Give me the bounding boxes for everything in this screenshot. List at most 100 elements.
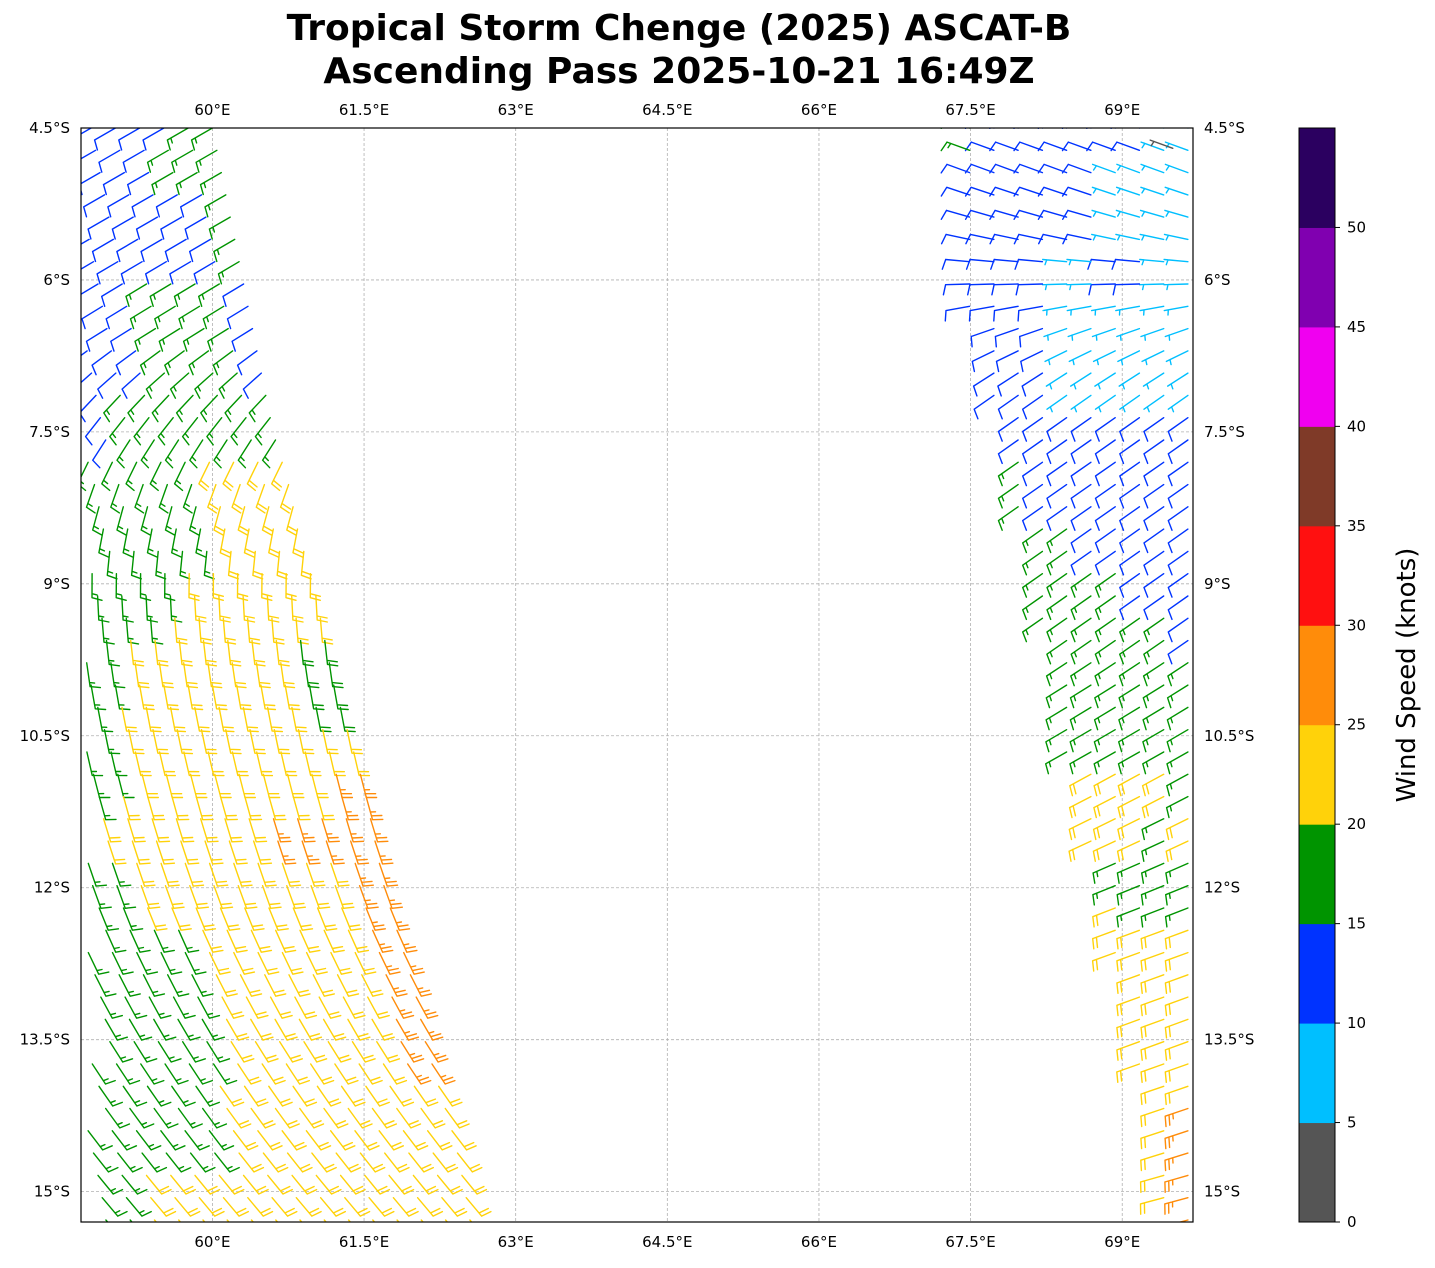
wind-barb	[110, 751, 128, 777]
wind-barb	[1167, 639, 1189, 665]
wind-barb	[110, 327, 132, 352]
wind-barb	[260, 684, 277, 711]
wind-barbs	[81, 128, 1189, 1222]
wind-barb	[218, 706, 235, 733]
wind-barb	[1140, 327, 1165, 341]
wind-barb	[1069, 751, 1092, 775]
wind-barb	[130, 550, 142, 580]
wind-barb	[967, 283, 995, 296]
wind-barb	[194, 1174, 221, 1195]
wind-barb	[1093, 729, 1116, 753]
colorbar-bin	[1299, 525, 1335, 626]
wind-barb	[281, 951, 304, 975]
wind-barb	[311, 1152, 337, 1173]
wind-barb	[213, 238, 236, 263]
wind-barb	[1143, 461, 1165, 487]
wind-barb	[1166, 729, 1189, 753]
wind-barb	[378, 862, 399, 887]
colorbar-bin	[1299, 426, 1335, 527]
wind-barb	[1094, 417, 1116, 442]
wind-barb	[236, 573, 249, 601]
wind-barb	[1167, 595, 1189, 621]
wind-barb	[1166, 706, 1189, 731]
wind-barb	[1118, 662, 1141, 687]
wind-barb	[323, 1107, 349, 1129]
wind-barb	[164, 439, 180, 469]
wind-barb	[121, 1174, 148, 1195]
wind-barb	[279, 1041, 303, 1063]
wind-barb	[994, 327, 1019, 348]
wind-barb	[107, 840, 127, 865]
wind-barb	[354, 862, 374, 887]
wind-barb	[109, 417, 126, 446]
wind-barb	[432, 1152, 459, 1173]
wind-barb	[204, 840, 224, 865]
wind-barb	[140, 1063, 165, 1085]
wind-barb	[243, 528, 256, 558]
wind-barb	[164, 885, 185, 909]
wind-barb	[213, 885, 234, 909]
wind-barb	[198, 461, 211, 492]
wind-barb	[219, 907, 241, 931]
wind-barb	[208, 216, 231, 240]
wind-barb	[169, 595, 183, 623]
wind-barb	[106, 550, 118, 580]
wind-barb	[301, 840, 321, 865]
colorbar-bin	[1299, 128, 1335, 228]
wind-barb	[1143, 439, 1165, 465]
y-tick-label-right: 4.5°S	[1204, 119, 1245, 137]
wind-barb	[1164, 1018, 1189, 1039]
wind-barb	[1119, 461, 1141, 487]
wind-barb	[261, 1063, 286, 1085]
wind-barb	[219, 528, 232, 558]
wind-barb	[111, 1130, 138, 1151]
wind-barb	[250, 1219, 255, 1222]
wind-barb	[941, 258, 971, 270]
wind-barb	[299, 1107, 325, 1129]
wind-barb	[248, 818, 268, 843]
wind-barb	[237, 1063, 262, 1085]
wind-barb	[1046, 573, 1068, 598]
wind-barb	[1093, 706, 1116, 731]
wind-barb	[87, 216, 110, 240]
wind-barb	[1139, 283, 1165, 291]
wind-barb	[1116, 929, 1141, 950]
wind-barb	[376, 1041, 401, 1063]
wind-barb	[142, 128, 165, 151]
wind-barb	[1066, 305, 1092, 316]
wind-barb	[298, 1018, 323, 1041]
wind-barb	[226, 1107, 252, 1129]
wind-barb	[221, 996, 245, 1019]
wind-barb	[1142, 729, 1165, 753]
wind-barb	[125, 617, 140, 645]
wind-barb	[271, 461, 283, 492]
wind-barb	[1139, 258, 1165, 266]
wind-barb	[335, 773, 354, 799]
wind-barb	[145, 372, 165, 399]
wind-barb	[997, 372, 1019, 397]
wind-barb	[212, 573, 224, 601]
wind-barb	[1143, 394, 1165, 413]
wind-barb	[189, 773, 208, 799]
wind-barb	[86, 662, 102, 689]
wind-barb	[316, 1085, 342, 1107]
wind-barb	[116, 885, 137, 909]
wind-barb	[1167, 372, 1189, 390]
wind-barb	[105, 305, 128, 330]
wind-barb	[1140, 885, 1165, 906]
wind-barb	[388, 1174, 415, 1195]
wind-barb	[257, 1130, 283, 1151]
x-tick-label-top: 69°E	[1104, 101, 1140, 119]
wind-barb	[1116, 1018, 1141, 1039]
wind-barb	[218, 1174, 245, 1195]
y-tick-label-right: 6°S	[1204, 271, 1231, 289]
wind-barb	[1140, 141, 1165, 151]
wind-barb	[81, 128, 92, 135]
wind-barb	[207, 327, 229, 352]
wind-barb	[327, 1041, 352, 1063]
wind-barb	[1167, 550, 1189, 576]
wind-barb	[1070, 550, 1092, 576]
wind-barb	[141, 1152, 168, 1173]
wind-barb	[286, 885, 306, 909]
wind-barb	[1070, 528, 1092, 554]
